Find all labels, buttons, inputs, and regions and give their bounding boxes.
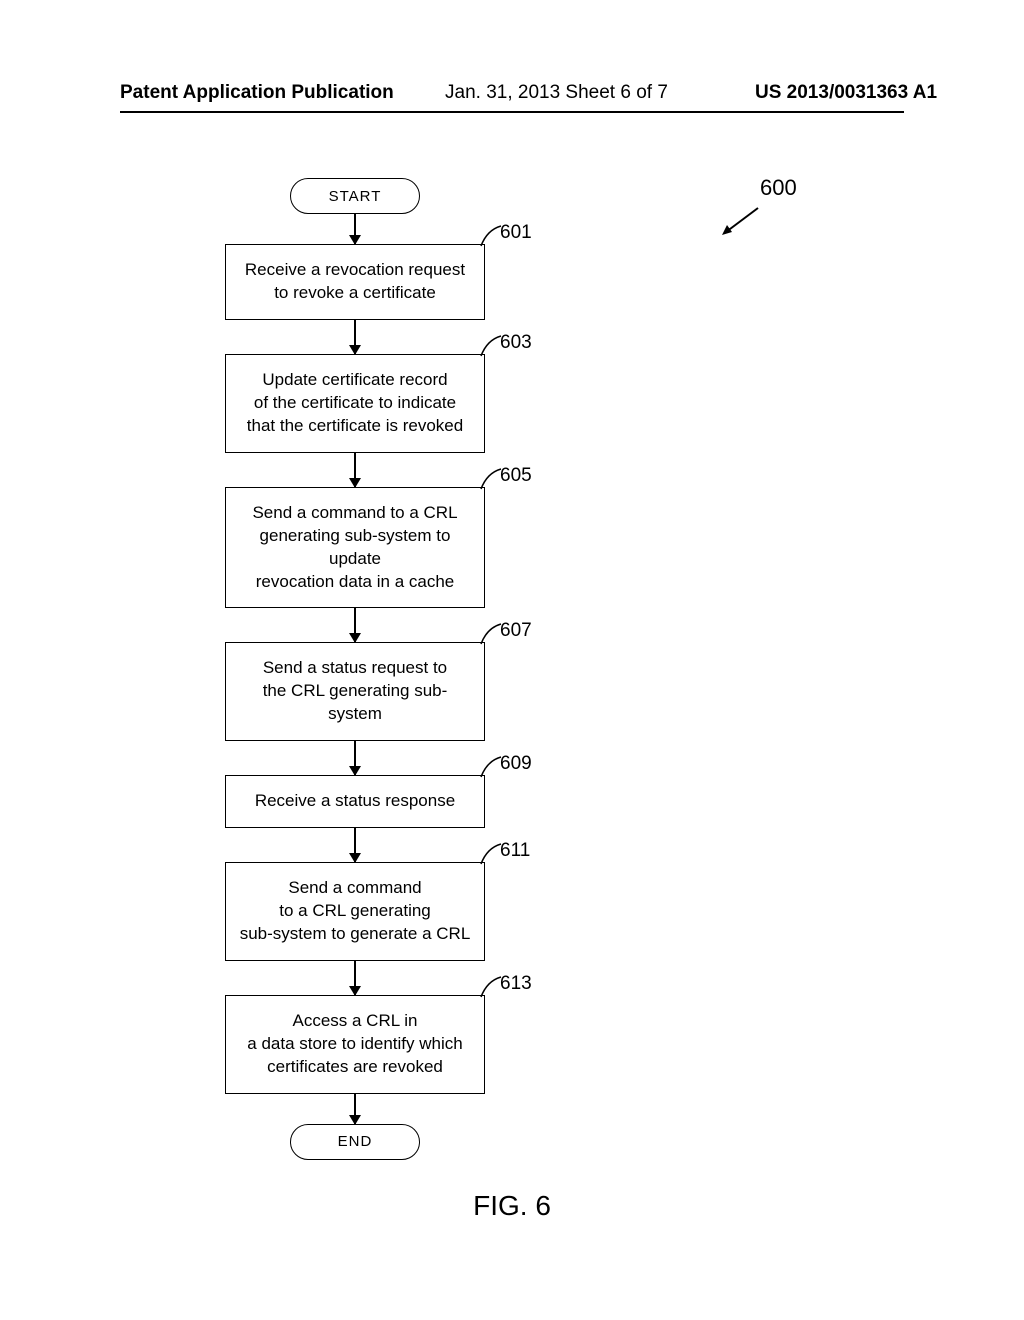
flow-step-leader-icon [477,622,505,650]
flow-step: Send a commandto a CRL generatingsub-sys… [225,862,485,961]
flow-step-leader-icon [477,467,505,495]
flow-terminal-start: START [290,178,420,214]
header-rule [120,111,904,113]
flow-connector [354,320,356,354]
flow-step-leader-icon [477,975,505,1003]
flow-step-box: Update certificate recordof the certific… [225,354,485,453]
flow-step-box: Send a command to a CRLgenerating sub-sy… [225,487,485,609]
flow-step-leader-icon [477,224,505,252]
flow-step-leader-icon [477,334,505,362]
flow-step-box: Receive a status response [225,775,485,828]
flow-step: Update certificate recordof the certific… [225,354,485,453]
flow-connector [354,608,356,642]
figure-ref-number: 600 [760,175,797,201]
flow-step-leader-icon [477,842,505,870]
flow-step-box: Access a CRL ina data store to identify … [225,995,485,1094]
flow-step-box: Send a status request tothe CRL generati… [225,642,485,741]
flowchart: START Receive a revocation requestto revo… [225,178,485,1160]
flow-connector [354,828,356,862]
flow-connector [354,961,356,995]
flow-step: Receive a revocation requestto revoke a … [225,244,485,320]
flow-step: Send a command to a CRLgenerating sub-sy… [225,487,485,609]
header-publication: Patent Application Publication [120,82,394,104]
flow-step: Send a status request tothe CRL generati… [225,642,485,741]
figure-caption: FIG. 6 [0,1190,1024,1222]
header-pub-number: US 2013/0031363 A1 [755,82,937,104]
flow-connector [354,453,356,487]
flow-connector [354,1094,356,1124]
flow-step-box: Receive a revocation requestto revoke a … [225,244,485,320]
flow-step-box: Send a commandto a CRL generatingsub-sys… [225,862,485,961]
flow-connector [354,741,356,775]
page: Patent Application Publication Jan. 31, … [0,0,1024,1320]
flow-step: Access a CRL ina data store to identify … [225,995,485,1094]
flow-step-leader-icon [477,755,505,783]
header-date-sheet: Jan. 31, 2013 Sheet 6 of 7 [445,82,668,104]
flow-connector [354,214,356,244]
figure-ref-arrow-icon [720,206,760,236]
flow-terminal-end: END [290,1124,420,1160]
flow-step: Receive a status response609 [225,775,485,828]
